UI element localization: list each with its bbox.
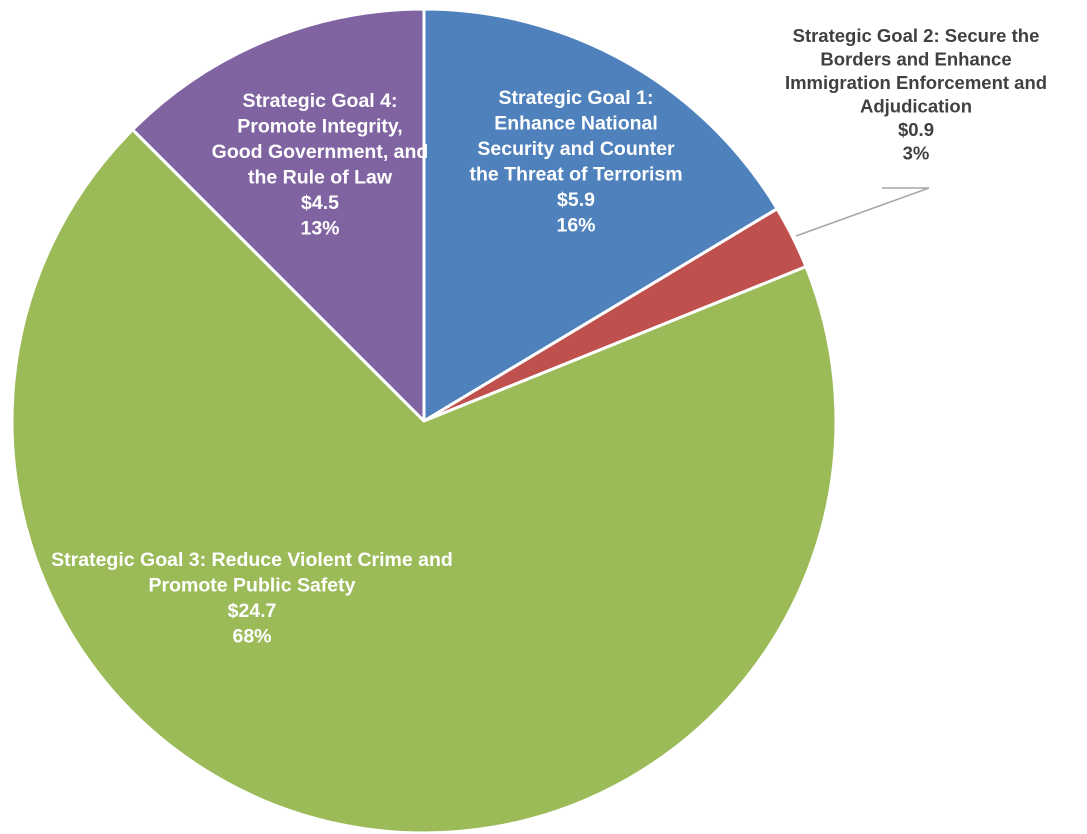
pie-slices [10,7,838,834]
slice-label-line: the Rule of Law [248,167,393,189]
slice-label-line: Good Government, and [212,141,429,163]
slice-label-line: Promote Integrity, [237,116,402,138]
pie-slice-goal-1 [422,7,779,423]
leader-line-goal-2 [795,187,930,237]
slice-percent-label: 3% [903,143,930,164]
slice-label-line: Security and Counter [477,138,675,160]
slice-percent-label: 13% [300,218,339,240]
slice-value-label: $0.9 [898,119,934,140]
slice-label-line: Strategic Goal 4: [243,90,398,112]
slice-label-line: Adjudication [860,96,972,117]
slice-label-line: Strategic Goal 1: [499,87,654,109]
slice-label-goal-4: Strategic Goal 4: Promote Integrity, Good … [212,90,429,240]
slice-value-label: $5.9 [557,189,595,211]
pie-slice-goal-4 [131,7,426,423]
slice-percent-label: 16% [556,215,595,237]
slice-value-label: $24.7 [228,600,277,622]
pie-slice-goal-3 [10,128,838,834]
leader-lines [795,187,930,237]
slice-labels: Strategic Goal 1: Enhance National Securit… [51,25,1047,648]
slice-label-line: Strategic Goal 3: Reduce Violent Crime a… [51,549,453,571]
slice-label-line: Enhance National [494,113,658,135]
slice-label-goal-2: Strategic Goal 2: Secure the Borders and … [785,25,1047,164]
slice-label-line: Strategic Goal 2: Secure the [793,25,1040,46]
slice-label-line: Promote Public Safety [149,575,356,597]
slice-label-line: the Threat of Terrorism [469,164,682,186]
slice-label-line: Borders and Enhance [820,49,1011,70]
slice-label-goal-1: Strategic Goal 1: Enhance National Securit… [469,87,682,237]
slice-label-line: Immigration Enforcement and [785,72,1047,93]
slice-percent-label: 68% [232,626,271,648]
slice-value-label: $4.5 [301,192,339,214]
slice-label-goal-3: Strategic Goal 3: Reduce Violent Crime a… [51,549,453,648]
